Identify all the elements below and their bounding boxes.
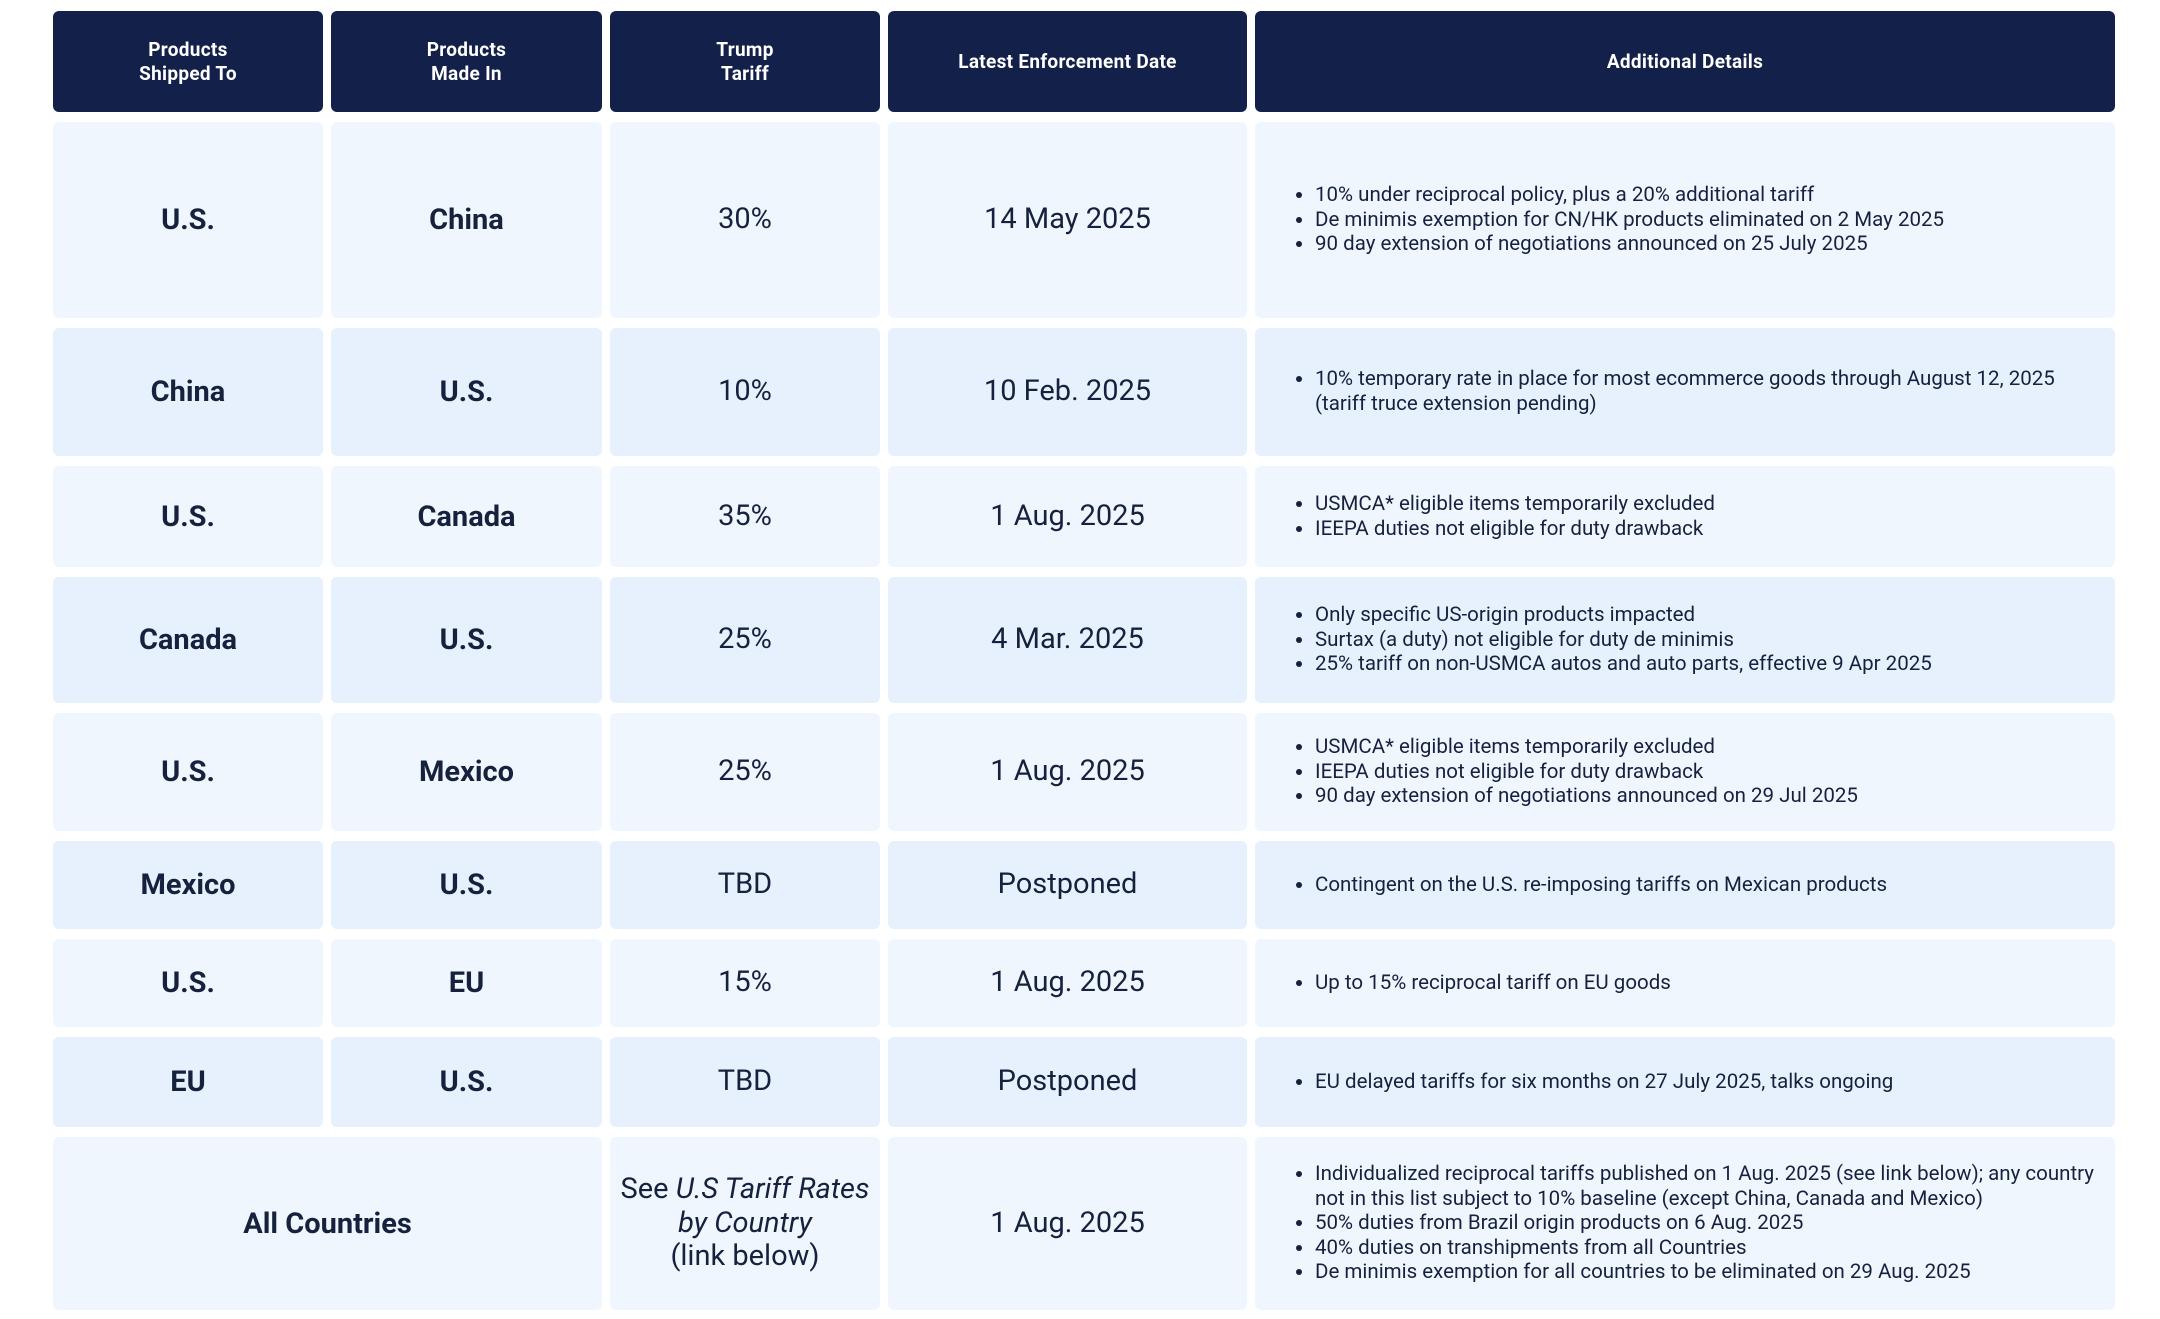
detail-item: USMCA* eligible items temporarily exclud… [1315, 492, 1715, 517]
details-cell: Individualized reciprocal tariffs publis… [1255, 1137, 2115, 1310]
details-list: Individualized reciprocal tariffs publis… [1285, 1162, 2095, 1285]
header-cell: Additional Details [1255, 11, 2115, 112]
detail-item: Up to 15% reciprocal tariff on EU goods [1315, 971, 1671, 996]
detail-item: EU delayed tariffs for six months on 27 … [1315, 1070, 1893, 1095]
detail-item: IEEPA duties not eligible for duty drawb… [1315, 760, 1858, 785]
made-in: EU [331, 939, 602, 1027]
detail-item: Surtax (a duty) not eligible for duty de… [1315, 628, 1932, 653]
tariff: TBD [610, 841, 880, 929]
tariff-suffix: (link below) [670, 1239, 820, 1274]
enforcement-date: 14 May 2025 [888, 122, 1247, 318]
details-cell: 10% temporary rate in place for most eco… [1255, 328, 2115, 456]
details-list: Contingent on the U.S. re-imposing tarif… [1285, 873, 1887, 898]
shipped-to: EU [53, 1037, 323, 1127]
all-countries: All Countries [53, 1137, 602, 1310]
made-in: U.S. [331, 577, 602, 703]
tariff: See U.S Tariff Rates by Country (link bel… [610, 1137, 880, 1310]
tariff: 35% [610, 466, 880, 567]
details-list: 10% under reciprocal policy, plus a 20% … [1285, 183, 1944, 257]
detail-item: Only specific US-origin products impacte… [1315, 603, 1932, 628]
detail-item: 90 day extension of negotiations announc… [1315, 232, 1944, 257]
enforcement-date: 1 Aug. 2025 [888, 939, 1247, 1027]
made-in: China [331, 122, 602, 318]
made-in: U.S. [331, 1037, 602, 1127]
tariff-link-text: U.S Tariff Rates by Country [675, 1172, 870, 1240]
detail-item: 50% duties from Brazil origin products o… [1315, 1211, 2095, 1236]
enforcement-date: Postponed [888, 841, 1247, 929]
tariff: 25% [610, 577, 880, 703]
shipped-to: U.S. [53, 466, 323, 567]
enforcement-date: 10 Feb. 2025 [888, 328, 1247, 456]
shipped-to: U.S. [53, 939, 323, 1027]
details-list: EU delayed tariffs for six months on 27 … [1285, 1070, 1893, 1095]
details-list: Up to 15% reciprocal tariff on EU goods [1285, 971, 1671, 996]
header-cell: Products Made In [331, 11, 602, 112]
detail-item: Individualized reciprocal tariffs publis… [1315, 1162, 2095, 1211]
tariff-text: See U.S Tariff Rates by Country (link bel… [610, 1173, 880, 1273]
enforcement-date: Postponed [888, 1037, 1247, 1127]
made-in: Mexico [331, 713, 602, 831]
tariff: 25% [610, 713, 880, 831]
details-cell: EU delayed tariffs for six months on 27 … [1255, 1037, 2115, 1127]
shipped-to: China [53, 328, 323, 456]
shipped-to: U.S. [53, 713, 323, 831]
tariff-prefix: See [620, 1172, 669, 1207]
detail-item: 10% temporary rate in place for most eco… [1315, 367, 2095, 416]
header-cell: Trump Tariff [610, 11, 880, 112]
enforcement-date: 1 Aug. 2025 [888, 466, 1247, 567]
details-list: USMCA* eligible items temporarily exclud… [1285, 735, 1858, 809]
shipped-to: Canada [53, 577, 323, 703]
detail-item: IEEPA duties not eligible for duty drawb… [1315, 517, 1715, 542]
enforcement-date: 1 Aug. 2025 [888, 713, 1247, 831]
enforcement-date: 1 Aug. 2025 [888, 1137, 1247, 1310]
tariff: 30% [610, 122, 880, 318]
header-cell: Products Shipped To [53, 11, 323, 112]
shipped-to: Mexico [53, 841, 323, 929]
tariff: 10% [610, 328, 880, 456]
shipped-to: U.S. [53, 122, 323, 318]
enforcement-date: 4 Mar. 2025 [888, 577, 1247, 703]
header-cell: Latest Enforcement Date [888, 11, 1247, 112]
details-list: Only specific US-origin products impacte… [1285, 603, 1932, 677]
detail-item: 10% under reciprocal policy, plus a 20% … [1315, 183, 1944, 208]
detail-item: 40% duties on transhipments from all Cou… [1315, 1236, 2095, 1261]
made-in: Canada [331, 466, 602, 567]
details-list: 10% temporary rate in place for most eco… [1285, 367, 2095, 416]
tariff-table: Products Shipped To Products Made In Trump… [53, 11, 2115, 1310]
details-cell: USMCA* eligible items temporarily exclud… [1255, 466, 2115, 567]
tariff: TBD [610, 1037, 880, 1127]
detail-item: 90 day extension of negotiations announc… [1315, 784, 1858, 809]
tariff: 15% [610, 939, 880, 1027]
detail-item: USMCA* eligible items temporarily exclud… [1315, 735, 1858, 760]
detail-item: 25% tariff on non-USMCA autos and auto p… [1315, 652, 1932, 677]
details-cell: Only specific US-origin products impacte… [1255, 577, 2115, 703]
made-in: U.S. [331, 841, 602, 929]
details-cell: USMCA* eligible items temporarily exclud… [1255, 713, 2115, 831]
made-in: U.S. [331, 328, 602, 456]
detail-item: De minimis exemption for all countries t… [1315, 1260, 2095, 1285]
detail-item: Contingent on the U.S. re-imposing tarif… [1315, 873, 1887, 898]
details-list: USMCA* eligible items temporarily exclud… [1285, 492, 1715, 541]
details-cell: Up to 15% reciprocal tariff on EU goods [1255, 939, 2115, 1027]
details-cell: Contingent on the U.S. re-imposing tarif… [1255, 841, 2115, 929]
detail-item: De minimis exemption for CN/HK products … [1315, 208, 1944, 233]
details-cell: 10% under reciprocal policy, plus a 20% … [1255, 122, 2115, 318]
